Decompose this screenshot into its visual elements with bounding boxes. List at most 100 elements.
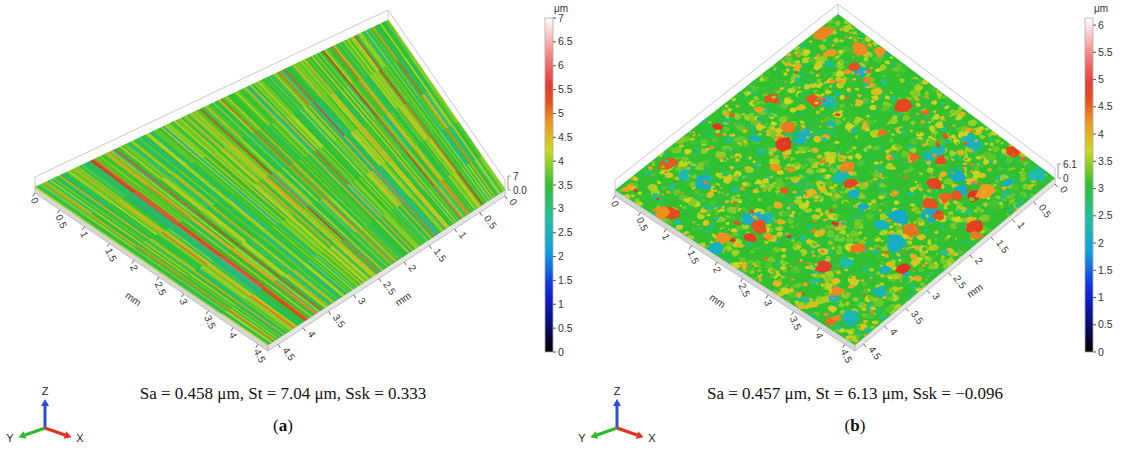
surface-speckle bbox=[821, 120, 825, 123]
surface-speckle bbox=[723, 116, 731, 124]
surface-speckle bbox=[981, 215, 990, 223]
surface-speckle bbox=[989, 142, 994, 146]
colorbar-tick-label: 3.5 bbox=[558, 179, 573, 191]
caption: Sa = 0.458 μm, St = 7.04 μm, Ssk = 0.333 bbox=[140, 384, 426, 403]
surface-speckle bbox=[688, 235, 695, 239]
surface-speckle bbox=[957, 223, 967, 230]
surface-speckle bbox=[884, 120, 888, 125]
colorbar-tick-label: 6 bbox=[558, 59, 564, 71]
surface-speckle bbox=[832, 111, 843, 118]
surface-stripe bbox=[432, 90, 456, 124]
surface-speckle bbox=[897, 97, 901, 100]
y-tick bbox=[429, 245, 431, 248]
colorbar-title: μm bbox=[554, 3, 568, 14]
surface-speckle bbox=[673, 189, 682, 196]
x-tick bbox=[181, 294, 183, 297]
surface-speckle bbox=[915, 103, 920, 107]
surface-speckle bbox=[875, 235, 879, 238]
surface-speckle bbox=[773, 280, 783, 288]
surface-speckle bbox=[840, 95, 846, 100]
surface-speckle bbox=[862, 265, 870, 273]
surface-speckle bbox=[894, 281, 900, 286]
surface-speckle bbox=[925, 278, 929, 281]
surface-speckle bbox=[855, 135, 859, 139]
colorbar-tick bbox=[553, 137, 556, 138]
surface-speckle bbox=[880, 275, 885, 279]
surface-speckle bbox=[750, 85, 758, 92]
surface-stripe bbox=[386, 21, 410, 55]
surface-speckle bbox=[863, 288, 871, 294]
z-tick bbox=[508, 176, 511, 177]
surface-speckle bbox=[817, 155, 823, 159]
y-tick-label: 0.5 bbox=[482, 213, 499, 231]
surface-speckle bbox=[825, 181, 833, 186]
colorbar-tick bbox=[553, 304, 556, 305]
x-tick-label: 1.5 bbox=[103, 246, 119, 264]
colorbar-tick-label: 0.5 bbox=[558, 322, 573, 334]
surface-speckle bbox=[915, 98, 920, 103]
surface-speckle bbox=[1005, 143, 1009, 146]
colorbar-tick-label: 2.5 bbox=[558, 226, 573, 238]
colorbar-tick bbox=[553, 208, 556, 209]
triad-head bbox=[18, 431, 26, 439]
surface-speckle bbox=[799, 191, 804, 194]
x-tick-label: 1 bbox=[78, 229, 91, 239]
surface-speckle bbox=[869, 180, 873, 183]
panel-label: (a) bbox=[273, 416, 293, 435]
surface-speckle bbox=[842, 200, 851, 208]
surface-speckle bbox=[876, 249, 880, 252]
y-tick bbox=[404, 262, 406, 265]
surface-speckle bbox=[790, 177, 801, 184]
surface-speckle bbox=[908, 167, 915, 173]
colorbar-tick-label: 4 bbox=[558, 155, 564, 167]
surface-speckle bbox=[996, 189, 1001, 193]
surface-speckle bbox=[836, 249, 843, 255]
x-tick-label: 4.5 bbox=[252, 347, 268, 365]
surface-speckle bbox=[954, 253, 959, 257]
surface bbox=[615, 14, 1055, 345]
surface-speckle bbox=[916, 136, 922, 140]
y-tick-label: 2.5 bbox=[381, 279, 398, 297]
surface-speckle bbox=[769, 113, 775, 117]
surface-speckle bbox=[709, 223, 716, 229]
surface-speckle bbox=[849, 107, 855, 111]
surface-speckle bbox=[828, 240, 834, 244]
surface-speckle bbox=[867, 43, 872, 48]
triad-label: X bbox=[76, 432, 84, 444]
surface-speckle bbox=[966, 240, 975, 246]
surface-speckle bbox=[987, 210, 990, 212]
y-axis-title: mm bbox=[393, 290, 413, 308]
y-tick bbox=[379, 278, 381, 281]
colorbar-tick bbox=[553, 41, 556, 42]
figure: 00.511.522.533.544.500.511.522.533.544.5… bbox=[0, 0, 1131, 455]
surface-speckle bbox=[737, 220, 742, 223]
surface-speckle bbox=[824, 61, 836, 67]
surface-speckle bbox=[861, 279, 865, 282]
surface-speckle bbox=[843, 69, 850, 74]
surface-speckle bbox=[807, 262, 810, 265]
surface-speckle bbox=[835, 41, 839, 43]
surface-speckle bbox=[880, 161, 883, 164]
surface-speckle bbox=[895, 144, 900, 148]
surface-speckle bbox=[747, 260, 754, 264]
surface-speckle bbox=[878, 240, 885, 247]
surface-speckle bbox=[808, 40, 812, 43]
surface-speckle bbox=[985, 127, 990, 130]
z-tick-label: 0.0 bbox=[513, 185, 527, 196]
surface-speckle bbox=[849, 36, 853, 39]
surface-speckle bbox=[935, 121, 943, 128]
surface-speckle bbox=[781, 254, 786, 259]
surface-speckle bbox=[891, 144, 900, 150]
surface-speckle bbox=[718, 216, 726, 222]
surface-speckle bbox=[791, 266, 801, 273]
box-edge bbox=[35, 177, 36, 187]
surface-speckle bbox=[922, 264, 925, 267]
box-edge bbox=[1055, 168, 1056, 178]
surface-speckle bbox=[862, 282, 868, 287]
y-tick bbox=[303, 328, 305, 331]
side-face bbox=[35, 187, 268, 351]
colorbar-tick bbox=[553, 256, 556, 257]
x-tick bbox=[206, 311, 208, 314]
y-tick-label: 4 bbox=[305, 329, 317, 340]
surface-speckle bbox=[953, 139, 960, 145]
